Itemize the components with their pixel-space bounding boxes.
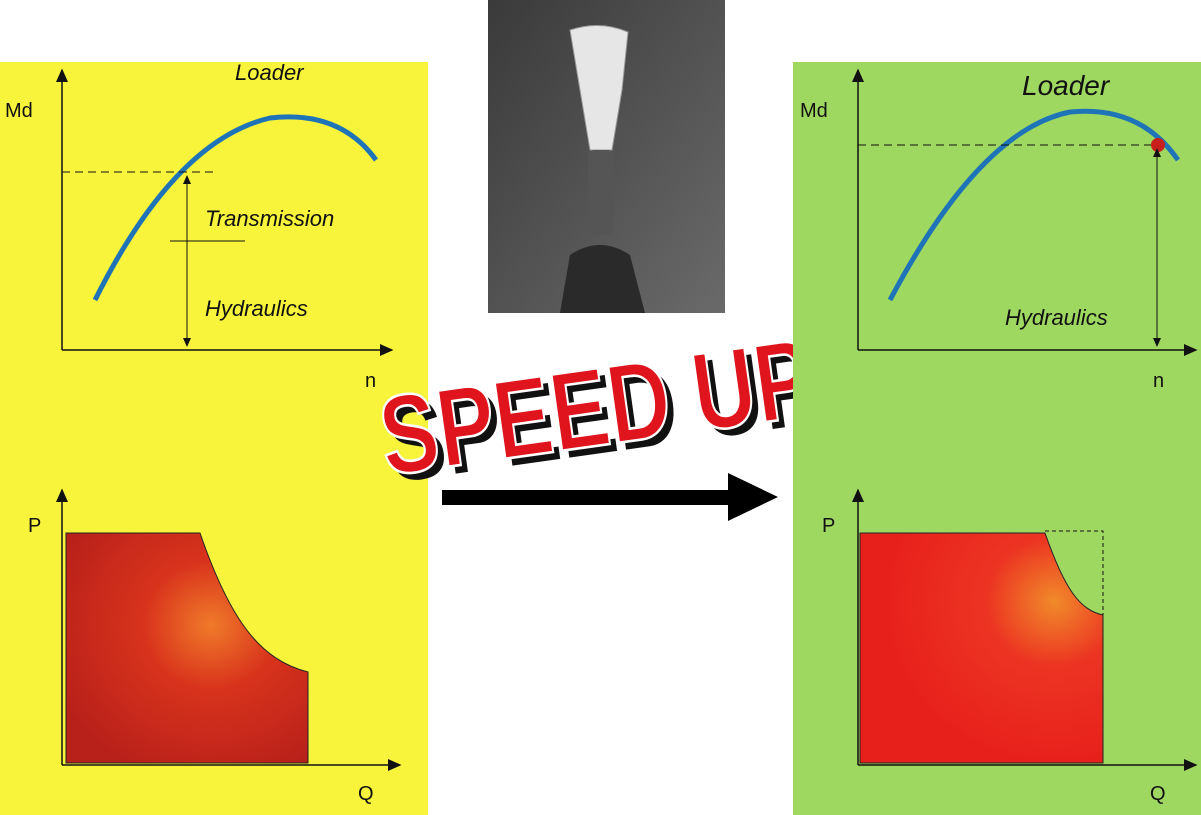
shifter-photo — [488, 0, 725, 313]
title: Loader — [235, 60, 305, 85]
axis-label: Md — [800, 100, 828, 122]
axis-label: n — [1153, 370, 1164, 392]
center: SPEED UP SPEED UP — [372, 316, 827, 521]
title: Loader — [1022, 70, 1111, 101]
arrow-shaft — [442, 490, 732, 505]
arrow-head — [728, 473, 778, 521]
label: Hydraulics — [1005, 305, 1108, 330]
label: Transmission — [205, 206, 334, 231]
axis-label: Q — [1150, 783, 1166, 805]
left-panel: Loader Md Transmission Hydraulics n P Q — [0, 60, 428, 815]
axis-label: Md — [5, 100, 33, 122]
operating-point — [1151, 138, 1165, 152]
axis-label: P — [822, 515, 835, 537]
axis-label: Q — [358, 783, 374, 805]
label: Hydraulics — [205, 296, 308, 321]
axis-label: P — [28, 515, 41, 537]
page: Loader Md Transmission Hydraulics n P Q … — [0, 0, 1201, 815]
right-panel: Loader Md Hydraulics n P Q — [793, 62, 1201, 815]
